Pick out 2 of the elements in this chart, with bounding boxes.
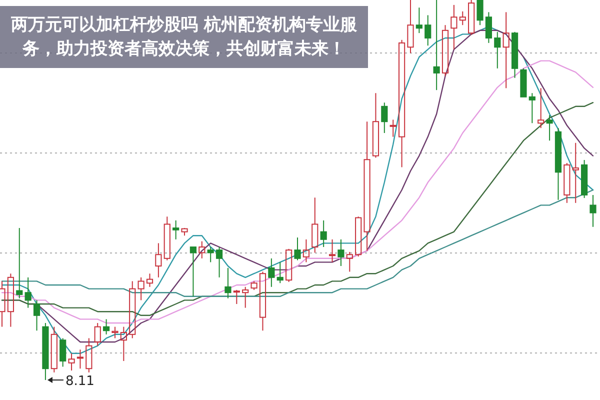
text: 两万元可以加杠杆炒股吗 杭州配资机构专业服务，助力投资者高效决策，共创财富未来！ <box>10 15 358 59</box>
annotation: 8.11 <box>65 374 94 389</box>
